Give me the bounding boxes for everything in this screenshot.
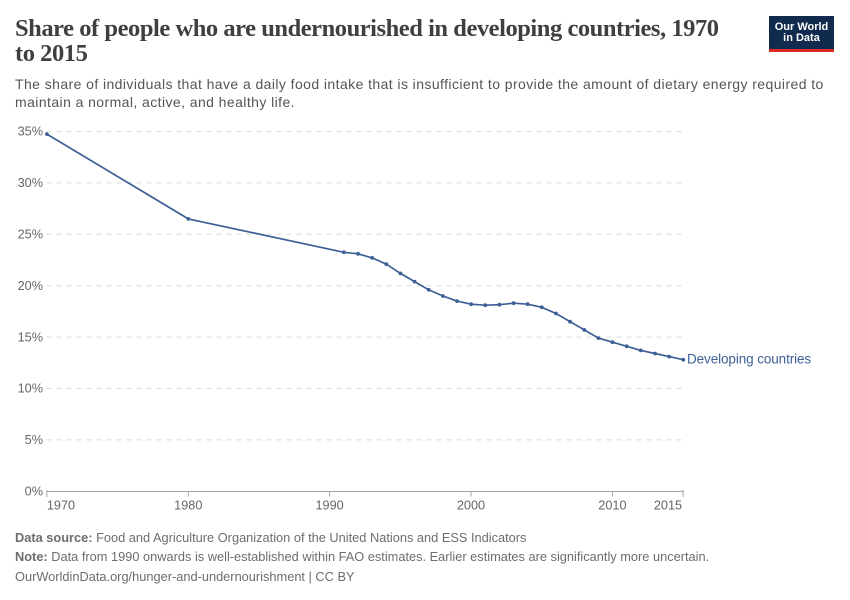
svg-text:30%: 30% xyxy=(18,176,43,190)
svg-text:Developing countries: Developing countries xyxy=(687,352,811,367)
svg-text:1980: 1980 xyxy=(174,499,202,513)
svg-text:10%: 10% xyxy=(18,382,43,396)
svg-text:1990: 1990 xyxy=(315,499,343,513)
svg-text:20%: 20% xyxy=(18,279,43,293)
svg-text:1970: 1970 xyxy=(47,499,75,513)
svg-text:15%: 15% xyxy=(18,330,43,344)
svg-text:35%: 35% xyxy=(18,125,43,139)
svg-text:0%: 0% xyxy=(25,485,43,499)
svg-text:5%: 5% xyxy=(25,433,43,447)
svg-text:2010: 2010 xyxy=(598,499,626,513)
svg-text:25%: 25% xyxy=(18,228,43,242)
svg-text:2015: 2015 xyxy=(654,499,682,513)
svg-text:2000: 2000 xyxy=(457,499,485,513)
